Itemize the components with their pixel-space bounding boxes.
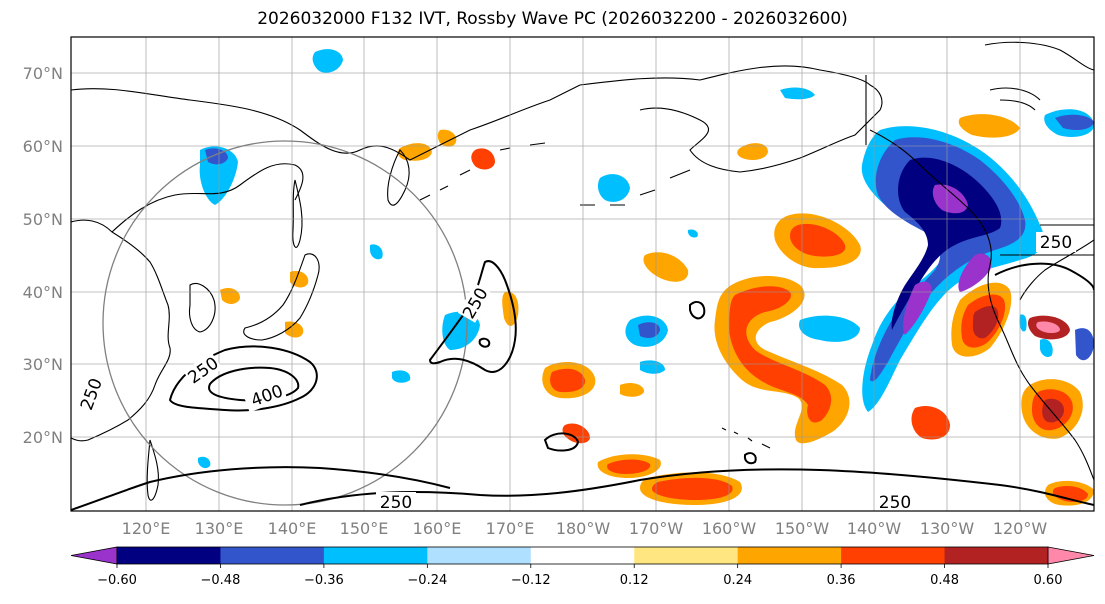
colorbar-bin	[737, 547, 842, 564]
colorbar-tick-label: 0.36	[827, 573, 856, 588]
lat-label: 70°N	[23, 64, 63, 83]
lon-label: 130°W	[920, 519, 975, 538]
colorbar-bin	[323, 547, 428, 564]
lon-label: 150°E	[340, 519, 389, 538]
ivt-contour-label: 250	[879, 493, 911, 513]
longitude-labels: 120°E 130°E 140°E 150°E 160°E 170°E 180°…	[122, 519, 1048, 538]
lon-label: 170°W	[629, 519, 684, 538]
lat-label: 20°N	[23, 428, 63, 447]
colorbar-bin	[117, 547, 221, 564]
lon-label: 150°W	[775, 519, 830, 538]
lon-label: 160°W	[702, 519, 757, 538]
colorbar-bin	[841, 547, 946, 564]
lon-label: 160°E	[413, 519, 462, 538]
colorbar-bin	[220, 547, 325, 564]
lon-label: 120°W	[993, 519, 1048, 538]
lat-label: 60°N	[23, 137, 63, 156]
colorbar-tick-label: −0.12	[511, 573, 551, 588]
colorbar: −0.60 −0.48 −0.36 −0.24 −0.12 0.12 0.24 0.36 0.4…	[70, 546, 1095, 588]
ivt-contour-label: 250	[380, 493, 412, 513]
colorbar-tick-label: −0.60	[97, 573, 137, 588]
colorbar-tick-label: 0.48	[930, 573, 959, 588]
colorbar-tick-label: −0.24	[407, 573, 447, 588]
lon-label: 130°E	[195, 519, 244, 538]
colorbar-bin	[530, 547, 635, 564]
lon-label: 140°E	[268, 519, 317, 538]
ivt-contour-label: 250	[1040, 233, 1072, 253]
lon-label: 180°W	[556, 519, 611, 538]
map-frame	[70, 36, 1095, 512]
colorbar-tick-label: 0.24	[723, 573, 752, 588]
map-title: 2026032000 F132 IVT, Rossby Wave PC (202…	[257, 9, 848, 29]
latitude-labels: 70°N 60°N 50°N 40°N 30°N 20°N	[23, 64, 63, 447]
rossby-region-circle	[102, 140, 468, 506]
colorbar-tick-label: −0.36	[304, 573, 344, 588]
colorbar-bin	[634, 547, 739, 564]
lon-label: 140°W	[847, 519, 902, 538]
lat-label: 50°N	[23, 210, 63, 229]
colorbar-bin	[427, 547, 532, 564]
colorbar-tick-label: 0.60	[1034, 573, 1063, 588]
graticule	[71, 37, 1094, 511]
colorbar-outline	[116, 546, 1049, 565]
contour-label-backgrounds	[75, 232, 1076, 511]
ivt-contours	[71, 260, 1094, 511]
lon-label: 120°E	[122, 519, 171, 538]
rossby-pc-negative-shading	[198, 49, 1094, 469]
lat-label: 40°N	[23, 283, 63, 302]
colorbar-tick-label: 0.12	[620, 573, 649, 588]
lon-label: 170°E	[486, 519, 535, 538]
colorbar-tick-label: −0.48	[201, 573, 241, 588]
rossby-pc-positive-shading	[220, 114, 1094, 506]
lat-label: 30°N	[23, 355, 63, 374]
colorbar-extend-high	[1047, 546, 1095, 565]
colorbar-bin	[944, 547, 1049, 564]
colorbar-extend-low	[70, 546, 118, 565]
